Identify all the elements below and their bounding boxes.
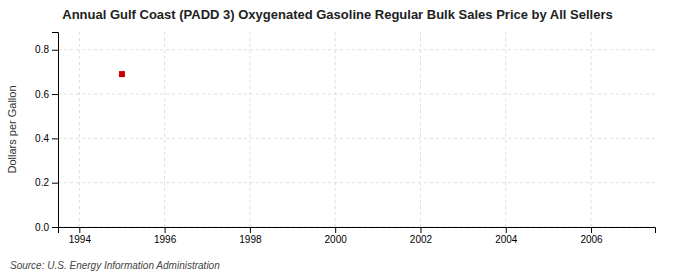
source: Source: U.S. Energy Information Administ… [10,260,220,271]
grid-line [79,32,80,227]
tick-label: 0.8 [35,44,49,55]
tick-mark [79,227,80,233]
tick: 2006 [580,227,603,245]
grid-line [591,32,592,227]
tick-label: 2006 [580,234,603,245]
tick-mark [52,50,58,51]
chart: 1994 1996 1998 2000 2002 2004 2006 0.0 0.2 0.4 0.6… [0,0,675,275]
y-axis-title: Dollars per Gallon [6,85,18,173]
tick-mark [52,183,58,184]
grid-line [249,32,250,227]
axis-line [52,33,59,228]
marks [119,71,125,77]
tick-mark [591,227,592,233]
tick: 2004 [495,227,518,245]
axis-line [59,228,656,234]
tick-mark [335,227,336,233]
grid-line [335,32,336,227]
plot: 1994 1996 1998 2000 2002 2004 2006 0.0 0.2 0.4 0.6… [35,32,655,245]
grid-line [505,32,506,227]
tick-label: 1998 [239,234,262,245]
x-axis: 1994 1996 1998 2000 2002 2004 2006 [59,227,656,245]
tick: 1998 [239,227,262,245]
tick: 0.6 [35,89,58,100]
tick: 1996 [154,227,177,245]
tick-mark [506,227,507,233]
grid-line [164,32,165,227]
tick: 1994 [69,227,92,245]
tick: 2000 [325,227,348,245]
grid [58,32,655,227]
tick-label: 1996 [154,234,177,245]
tick-mark [250,227,251,233]
tick-mark [52,227,58,228]
tick: 0.8 [35,44,58,55]
y-axis: 0.0 0.2 0.4 0.6 0.8 [35,33,58,233]
tick-mark [165,227,166,233]
tick-label: 0.6 [35,89,49,100]
tick-label: 1994 [69,234,92,245]
tick-label: 0.2 [35,177,49,188]
tick-mark [52,94,58,95]
grid-line [420,32,421,227]
tick: 0.4 [35,133,58,144]
tick: 0.2 [35,177,58,188]
grid-line [58,138,655,139]
point [119,71,125,77]
tick: 2002 [410,227,433,245]
tick-label: 2002 [410,234,433,245]
tick-label: 0.4 [35,133,49,144]
tick-label: 0.0 [35,222,49,233]
grid-line [58,182,655,183]
tick-label: 2004 [495,234,518,245]
grid-line [58,49,655,50]
tick: 0.0 [35,222,58,233]
title: Annual Gulf Coast (PADD 3) Oxygenated Ga… [62,7,613,22]
grid-line [58,94,655,95]
tick-mark [420,227,421,233]
tick-label: 2000 [325,234,348,245]
tick-mark [52,138,58,139]
